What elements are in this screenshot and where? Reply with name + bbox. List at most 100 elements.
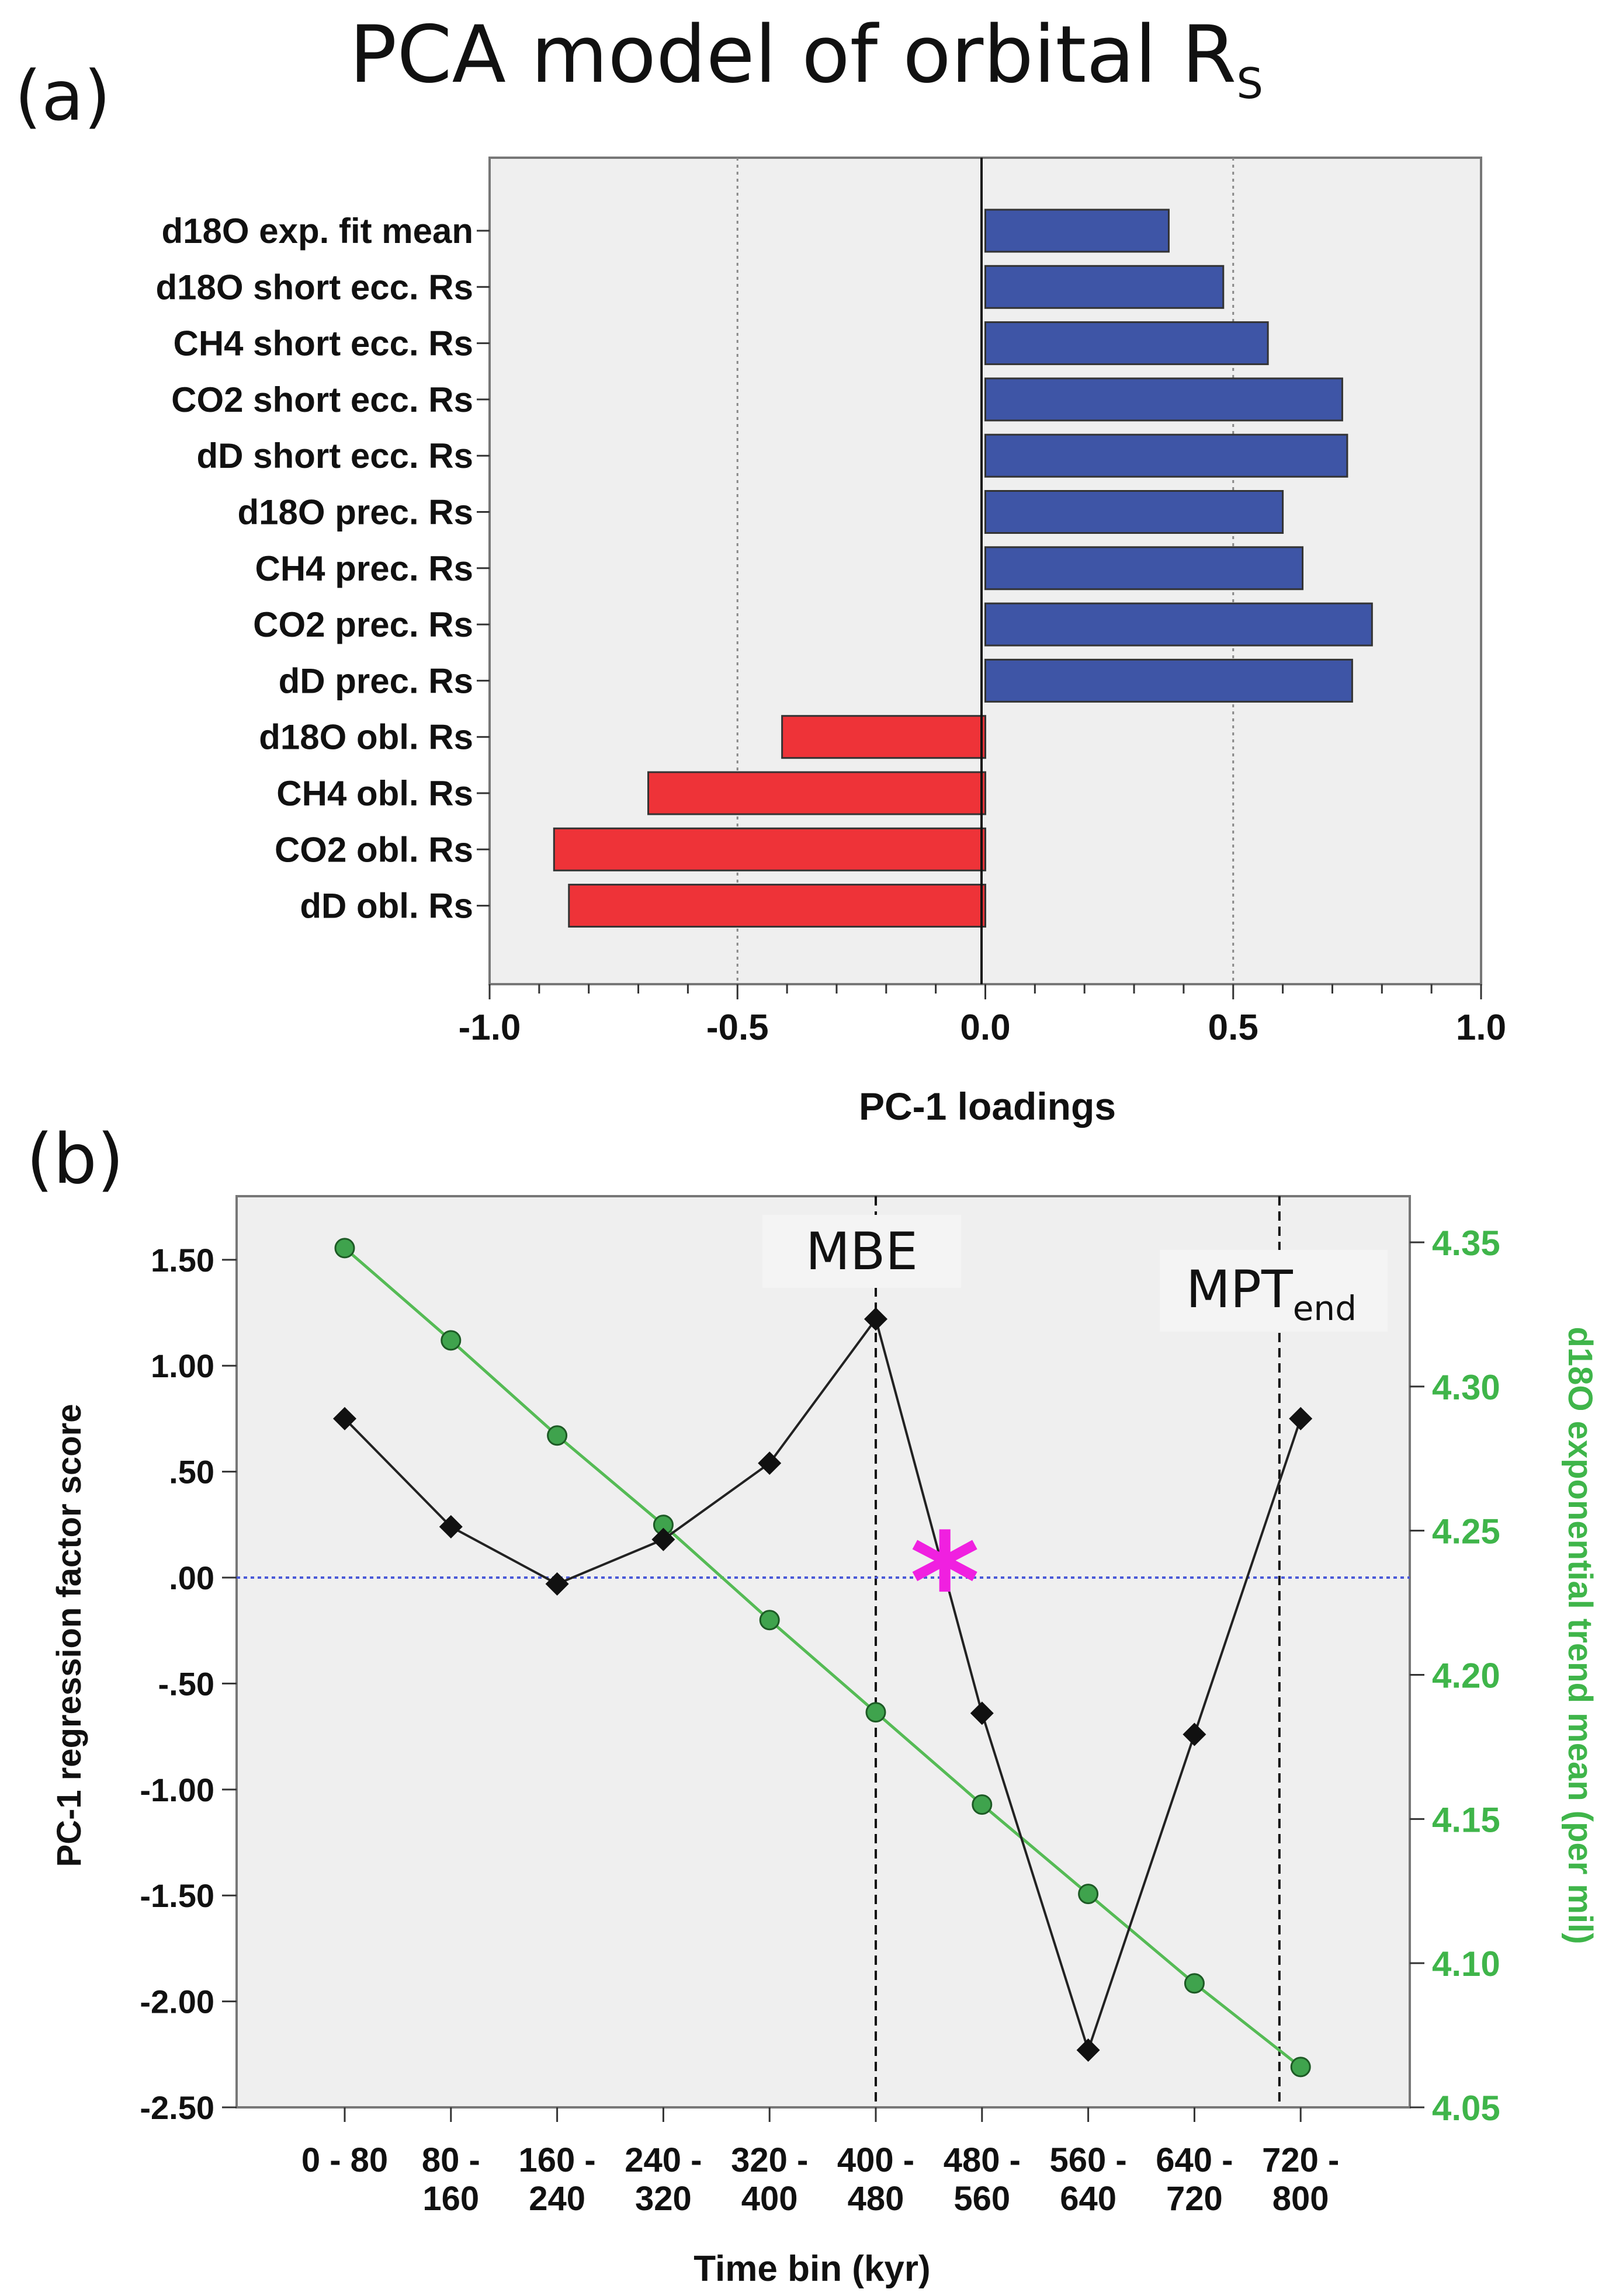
panel-b-right-y-ticks: 4.35 4.30 4.25 4.20 4.15 4.10 4.05 (1410, 1224, 1500, 2128)
panel-a-x-axis-title: PC-1 loadings (859, 1085, 1116, 1128)
d18o-point-9 (1290, 2057, 1311, 2078)
x-tick-label-9-1: 800 (1272, 2180, 1329, 2218)
bar-0 (984, 209, 1170, 253)
panel-b-x-ticks: 0 - 80 80 -160 160 -240 240 -320 320 -400 400… (301, 2107, 1339, 2218)
category-label-10: CH4 obl. Rs (276, 774, 473, 813)
pc1-point-2 (545, 1572, 569, 1596)
category-label-3: CO2 short ecc. Rs (171, 380, 473, 419)
d18o-point-5 (865, 1702, 886, 1723)
bar-3 (984, 377, 1343, 422)
pc1-point-0 (333, 1406, 356, 1430)
bar-9 (781, 715, 986, 759)
x-tick-label-4-0: 320 - (731, 2141, 808, 2179)
figure-title-main: PCA model of orbital R (349, 9, 1236, 100)
figure-title: PCA model of orbital RS (349, 9, 1263, 108)
category-label-8: dD prec. Rs (279, 661, 473, 700)
category-label-0: d18O exp. fit mean (162, 211, 474, 251)
pc1-point-1 (439, 1515, 463, 1538)
category-label-9: d18O obl. Rs (259, 718, 473, 757)
bar-7 (984, 602, 1373, 647)
panel-b-y2-axis-title: d18O exponential trend mean (per mil) (1561, 1326, 1599, 1944)
x-tick-label-2-1: 240 (529, 2180, 585, 2218)
panel-a-label: (a) (15, 55, 110, 136)
panel-b-chart: 1.50 1.00 .50 .00 -.50 -1.00 -1.50 -2.00 -2.50 4… (50, 1195, 1599, 2289)
d18o-point-7 (1078, 1884, 1099, 1905)
y-tick-label-0: 1.50 (151, 1242, 214, 1279)
category-label-1: d18O short ecc. Rs (155, 268, 473, 307)
star-glyph: * (910, 1505, 980, 1661)
x-tick-label-9-0: 720 - (1262, 2141, 1339, 2179)
bar-1 (984, 265, 1225, 309)
y2-tick-label-1: 4.30 (1432, 1368, 1500, 1407)
panel-a-bars (553, 209, 1373, 928)
pc1-point-3 (651, 1527, 675, 1551)
bar-5 (984, 490, 1284, 534)
bar-12 (568, 884, 986, 928)
y-tick-label-5: -1.00 (140, 1772, 214, 1808)
mbe-label-box (762, 1215, 961, 1288)
x-tick-label-2-0: 160 - (518, 2141, 595, 2179)
y-tick-label-7: -2.00 (140, 1984, 214, 2020)
y-tick-label-6: -1.50 (140, 1877, 214, 1914)
x-tick-label-8-0: 640 - (1156, 2141, 1233, 2179)
d18o-point-1 (441, 1330, 462, 1351)
panel-b-label: (b) (26, 1119, 124, 1199)
x-tick-label-1-1: 160 (422, 2180, 479, 2218)
d18o-point-2 (547, 1425, 568, 1446)
x-tick-label-4: 1.0 (1456, 1008, 1506, 1048)
pc1-score-line (344, 1316, 1302, 2054)
x-tick-label-6-1: 560 (953, 2180, 1010, 2218)
y-tick-label-1: 1.00 (151, 1347, 214, 1384)
bar-10 (647, 771, 986, 815)
d18o-point-4 (759, 1610, 780, 1631)
pc1-point-5 (864, 1307, 887, 1331)
category-label-2: CH4 short ecc. Rs (173, 324, 473, 363)
mpt-label-subscript: end (1293, 1288, 1357, 1328)
x-tick-label-4-1: 400 (741, 2180, 798, 2218)
x-tick-label-3: 0.5 (1208, 1008, 1258, 1048)
category-label-4: dD short ecc. Rs (197, 436, 473, 475)
category-label-12: dD obl. Rs (300, 887, 473, 926)
x-tick-label-1-0: 80 - (422, 2141, 480, 2179)
y2-tick-label-5: 4.10 (1432, 1944, 1500, 1984)
x-tick-label-8-1: 720 (1166, 2180, 1223, 2218)
mpt-label-box (1160, 1250, 1388, 1332)
category-label-11: CO2 obl. Rs (275, 830, 473, 869)
x-tick-label-7-1: 640 (1060, 2180, 1116, 2218)
x-tick-label-7-0: 560 - (1049, 2141, 1126, 2179)
pc1-point-7 (1076, 2038, 1100, 2062)
mpt-label-main: MPT (1186, 1259, 1294, 1319)
d18o-point-0 (334, 1238, 355, 1259)
pc1-point-9 (1289, 1406, 1313, 1430)
panel-a-x-ticks: -1.0 -0.5 0.0 0.5 1.0 (459, 984, 1506, 1048)
x-tick-label-6-0: 480 - (944, 2141, 1021, 2179)
category-label-7: CO2 prec. Rs (253, 605, 473, 644)
panel-b-x-axis-title: Time bin (kyr) (693, 2249, 930, 2289)
bar-11 (553, 827, 986, 871)
y-tick-label-8: -2.50 (140, 2089, 214, 2126)
x-tick-label-0-0: 0 - 80 (301, 2141, 388, 2179)
category-label-6: CH4 prec. Rs (255, 549, 473, 588)
pc1-point-4 (758, 1451, 782, 1475)
panel-b-plot-area (235, 1195, 1411, 2109)
star-marker: * (910, 1505, 980, 1661)
bar-8 (984, 658, 1353, 703)
d18o-trend-line (344, 1246, 1302, 2068)
x-tick-label-5-1: 480 (848, 2180, 904, 2218)
panel-a-chart: d18O exp. fit mean d18O short ecc. Rs CH4 … (155, 157, 1506, 1128)
y-tick-label-2: .50 (169, 1454, 214, 1491)
bar-4 (984, 433, 1348, 478)
d18o-point-8 (1184, 1973, 1205, 1994)
panel-b-event-lines (875, 1196, 1281, 2107)
y2-tick-label-6: 4.05 (1432, 2089, 1500, 2128)
x-tick-label-3-0: 240 - (625, 2141, 702, 2179)
bar-6 (984, 546, 1304, 591)
mbe-label: MBE (806, 1221, 918, 1281)
figure-title-subscript: S (1236, 59, 1263, 108)
y2-tick-label-2: 4.25 (1432, 1512, 1500, 1551)
y2-tick-label-0: 4.35 (1432, 1224, 1500, 1263)
panel-b-y-axis-title: PC-1 regression factor score (50, 1404, 88, 1867)
x-tick-label-3-1: 320 (635, 2180, 692, 2218)
x-tick-label-5-0: 400 - (837, 2141, 914, 2179)
